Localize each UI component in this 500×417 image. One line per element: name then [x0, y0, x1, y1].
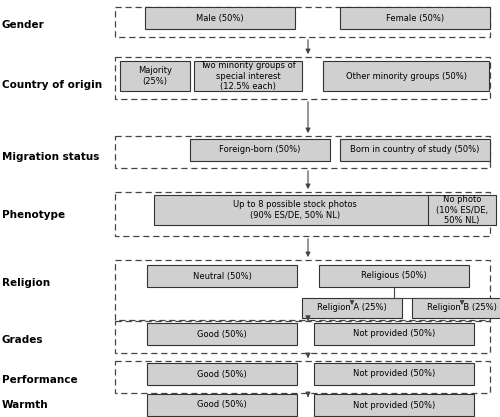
Bar [145, 7, 295, 29]
Bar [147, 265, 297, 287]
Bar [319, 265, 469, 287]
Bar [314, 323, 474, 345]
Bar [115, 7, 490, 37]
Text: Majority
(25%): Majority (25%) [138, 66, 172, 86]
Text: No photo
(10% ES/DE,
50% NL): No photo (10% ES/DE, 50% NL) [436, 195, 488, 225]
Bar [428, 195, 496, 225]
Text: Good (50%): Good (50%) [197, 369, 247, 379]
Text: Not provided (50%): Not provided (50%) [353, 369, 435, 379]
Text: Up to 8 possible stock photos
(90% ES/DE, 50% NL): Up to 8 possible stock photos (90% ES/DE… [233, 200, 357, 220]
Bar [314, 394, 474, 416]
Bar [115, 192, 490, 236]
Text: Two minority groups of
special interest
(12.5% each): Two minority groups of special interest … [200, 61, 296, 91]
Text: Good (50%): Good (50%) [197, 400, 247, 409]
Text: Born in country of study (50%): Born in country of study (50%) [350, 146, 480, 155]
Text: Performance: Performance [2, 375, 78, 385]
Bar [154, 195, 436, 225]
Bar [120, 61, 190, 91]
Bar [190, 139, 330, 161]
Bar [302, 298, 402, 318]
Bar [147, 323, 297, 345]
Text: Grades: Grades [2, 335, 43, 345]
Text: Religion A (25%): Religion A (25%) [317, 304, 387, 312]
Text: Good (50%): Good (50%) [197, 329, 247, 339]
Text: Neutral (50%): Neutral (50%) [192, 271, 252, 281]
Text: Country of origin: Country of origin [2, 80, 102, 90]
Text: Warmth: Warmth [2, 400, 48, 410]
Bar [115, 321, 490, 353]
Text: Female (50%): Female (50%) [386, 13, 444, 23]
Text: Phenotype: Phenotype [2, 210, 65, 220]
Text: Religious (50%): Religious (50%) [361, 271, 427, 281]
Text: Male (50%): Male (50%) [196, 13, 244, 23]
Text: Migration status: Migration status [2, 152, 100, 162]
Bar [147, 363, 297, 385]
Text: Other minority groups (50%): Other minority groups (50%) [346, 71, 467, 80]
Bar [115, 57, 490, 99]
Bar [194, 61, 302, 91]
Bar [340, 7, 490, 29]
Text: Religion: Religion [2, 278, 50, 288]
Bar [323, 61, 489, 91]
Bar [412, 298, 500, 318]
Text: Gender: Gender [2, 20, 45, 30]
Bar [147, 394, 297, 416]
Bar [340, 139, 490, 161]
Bar [115, 260, 490, 320]
Text: Not provided (50%): Not provided (50%) [353, 400, 435, 409]
Text: Not provided (50%): Not provided (50%) [353, 329, 435, 339]
Bar [115, 136, 490, 168]
Bar [314, 363, 474, 385]
Text: Religion B (25%): Religion B (25%) [427, 304, 497, 312]
Bar [115, 361, 490, 393]
Text: Foreign-born (50%): Foreign-born (50%) [220, 146, 300, 155]
